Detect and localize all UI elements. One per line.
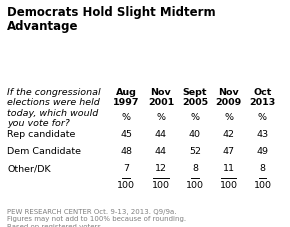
Text: 100: 100 xyxy=(186,180,204,189)
Text: Sept
2005: Sept 2005 xyxy=(182,87,208,107)
Text: Democrats Hold Slight Midterm
Advantage: Democrats Hold Slight Midterm Advantage xyxy=(7,6,216,33)
Text: 100: 100 xyxy=(220,180,238,189)
Text: 47: 47 xyxy=(222,146,235,155)
Text: 52: 52 xyxy=(189,146,201,155)
Text: 45: 45 xyxy=(120,129,132,138)
Text: PEW RESEARCH CENTER Oct. 9-13, 2013. Q9/9a.
Figures may not add to 100% because : PEW RESEARCH CENTER Oct. 9-13, 2013. Q9/… xyxy=(7,208,186,227)
Text: 7: 7 xyxy=(123,163,129,172)
Text: Dem Candidate: Dem Candidate xyxy=(7,146,81,155)
Text: %: % xyxy=(258,112,267,121)
Text: %: % xyxy=(156,112,166,121)
Text: Nov
2009: Nov 2009 xyxy=(215,87,242,107)
Text: Other/DK: Other/DK xyxy=(7,163,51,172)
Text: Aug
1997: Aug 1997 xyxy=(113,87,139,107)
Text: Rep candidate: Rep candidate xyxy=(7,129,76,138)
Text: 49: 49 xyxy=(256,146,269,155)
Text: 11: 11 xyxy=(222,163,235,172)
Text: Oct
2013: Oct 2013 xyxy=(249,87,276,107)
Text: 100: 100 xyxy=(253,180,271,189)
Text: 100: 100 xyxy=(152,180,170,189)
Text: Nov
2001: Nov 2001 xyxy=(148,87,174,107)
Text: %: % xyxy=(224,112,233,121)
Text: If the congressional
elections were held
today, which would
you vote for?: If the congressional elections were held… xyxy=(7,87,101,127)
Text: 43: 43 xyxy=(256,129,269,138)
Text: 100: 100 xyxy=(117,180,135,189)
Text: 44: 44 xyxy=(155,146,167,155)
Text: 42: 42 xyxy=(222,129,235,138)
Text: 12: 12 xyxy=(155,163,167,172)
Text: %: % xyxy=(190,112,200,121)
Text: 8: 8 xyxy=(192,163,198,172)
Text: 48: 48 xyxy=(120,146,132,155)
Text: 44: 44 xyxy=(155,129,167,138)
Text: 8: 8 xyxy=(260,163,265,172)
Text: %: % xyxy=(122,112,131,121)
Text: 40: 40 xyxy=(189,129,201,138)
